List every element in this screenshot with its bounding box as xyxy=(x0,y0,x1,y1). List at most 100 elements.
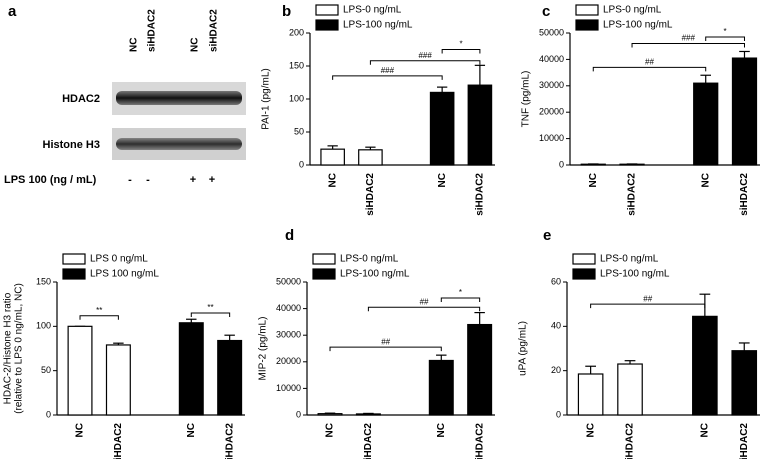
y-tick-label: 100 xyxy=(289,93,304,103)
x-tick-label: siHDAC2 xyxy=(474,423,485,459)
panel-letter: b xyxy=(282,3,291,20)
y-tick-label: 150 xyxy=(289,60,304,70)
row-label: Histone H3 xyxy=(43,139,100,151)
bar xyxy=(105,344,131,416)
legend-label: LPS-100 ng/mL xyxy=(600,269,670,280)
legend-swatch xyxy=(62,268,86,280)
significance-label: ** xyxy=(207,303,213,312)
legend-label: LPS-100 ng/mL xyxy=(343,20,413,31)
y-tick-label: 40 xyxy=(551,321,561,331)
treatment-sign: + xyxy=(209,174,215,186)
x-tick-label: siHDAC2 xyxy=(365,173,376,216)
x-tick-label: NC xyxy=(700,173,711,187)
bar xyxy=(577,373,604,416)
bar xyxy=(429,91,455,166)
y-tick-label: 200 xyxy=(289,27,304,37)
significance-label: ## xyxy=(645,57,654,66)
bar xyxy=(355,413,381,416)
x-tick-label: siHDAC2 xyxy=(363,423,374,459)
x-tick-label: NC xyxy=(585,423,596,437)
y-tick-label: 50000 xyxy=(539,27,564,37)
bar xyxy=(217,339,243,416)
significance-bracket xyxy=(441,49,481,54)
x-tick-label: siHDAC2 xyxy=(739,173,750,216)
significance-label: ## xyxy=(420,297,429,306)
y-tick-label: 50000 xyxy=(276,276,301,286)
x-tick-label: NC xyxy=(436,423,447,437)
x-tick-label: NC xyxy=(327,173,338,187)
blot-panel: a NC siHDAC2 NC siHDAC2 HDAC2 Histone H3… xyxy=(4,3,246,186)
x-tick-label: NC xyxy=(325,423,336,437)
significance-bracket xyxy=(332,75,443,80)
y-tick-label: 20000 xyxy=(276,356,301,366)
x-tick-label: NC xyxy=(186,423,197,437)
significance-label: ### xyxy=(682,34,696,43)
blot-band xyxy=(116,138,242,150)
significance-label: * xyxy=(459,288,462,297)
significance-label: ### xyxy=(418,51,432,60)
legend-swatch xyxy=(62,253,86,265)
significance-bracket xyxy=(631,43,745,48)
y-tick-label: 50 xyxy=(294,126,304,136)
panel-letter: c xyxy=(542,3,550,20)
x-tick-label: siHDAC2 xyxy=(113,423,124,459)
significance-label: ** xyxy=(96,306,102,315)
x-tick-label: siHDAC2 xyxy=(475,173,486,216)
bar xyxy=(619,163,645,166)
x-tick-label: siHDAC2 xyxy=(625,423,636,459)
legend-swatch xyxy=(575,4,599,16)
legend-swatch xyxy=(572,253,596,265)
x-tick-label: siHDAC2 xyxy=(627,173,638,216)
bar xyxy=(617,363,643,416)
bar xyxy=(358,149,383,166)
bar xyxy=(428,359,454,416)
x-tick-label: NC xyxy=(588,173,599,187)
significance-bracket xyxy=(369,60,481,65)
significance-bracket xyxy=(79,315,119,320)
legend-swatch xyxy=(312,253,336,265)
panel-letter: d xyxy=(285,227,294,244)
y-tick-label: 40000 xyxy=(539,54,564,64)
y-tick-label: 10000 xyxy=(539,133,564,143)
lane-label: siHDAC2 xyxy=(147,9,158,52)
y-tick-label: 0 xyxy=(296,409,301,419)
y-tick-label: 0 xyxy=(46,409,51,419)
y-tick-label: 40000 xyxy=(276,303,301,313)
bar xyxy=(580,163,606,166)
legend-swatch xyxy=(315,19,339,31)
y-tick-label: 0 xyxy=(556,409,561,419)
bar xyxy=(731,350,758,416)
x-tick-label: NC xyxy=(699,423,710,437)
bar xyxy=(320,148,345,166)
y-tick-label: 10000 xyxy=(276,383,301,393)
legend-label: LPS-100 ng/mL xyxy=(340,269,410,280)
bar xyxy=(692,315,718,416)
y-axis-label: MIP-2 (pg/mL) xyxy=(258,317,269,381)
legend-label: LPS-0 ng/mL xyxy=(343,5,402,16)
significance-bracket xyxy=(440,297,481,302)
legend-label: LPS 100 ng/mL xyxy=(90,269,159,280)
y-axis-label: TNF (pg/mL) xyxy=(521,71,532,128)
treatment-sign: - xyxy=(146,174,150,186)
significance-bracket xyxy=(590,303,706,309)
bar xyxy=(178,322,204,416)
y-axis-label: PAI-1 (pg/mL) xyxy=(261,68,272,130)
bar xyxy=(693,82,719,166)
legend-swatch xyxy=(572,268,596,280)
bar xyxy=(467,84,493,166)
y-axis-label: uPA (pg/mL) xyxy=(518,321,529,376)
row-label: HDAC2 xyxy=(62,93,100,105)
bar xyxy=(317,413,343,416)
x-tick-label: NC xyxy=(437,173,448,187)
x-tick-label: NC xyxy=(75,423,86,437)
significance-label: ## xyxy=(381,337,390,346)
significance-label: ### xyxy=(381,66,395,75)
legend-swatch xyxy=(312,268,336,280)
legend-label: LPS 0 ng/mL xyxy=(90,254,148,265)
lane-label: NC xyxy=(190,38,201,52)
bar xyxy=(467,323,493,416)
treatment-label: LPS 100 (ng / mL) xyxy=(4,174,97,186)
y-axis-label: HDAC-2/Histone H3 ratio xyxy=(3,292,14,404)
blot-band xyxy=(116,91,242,105)
